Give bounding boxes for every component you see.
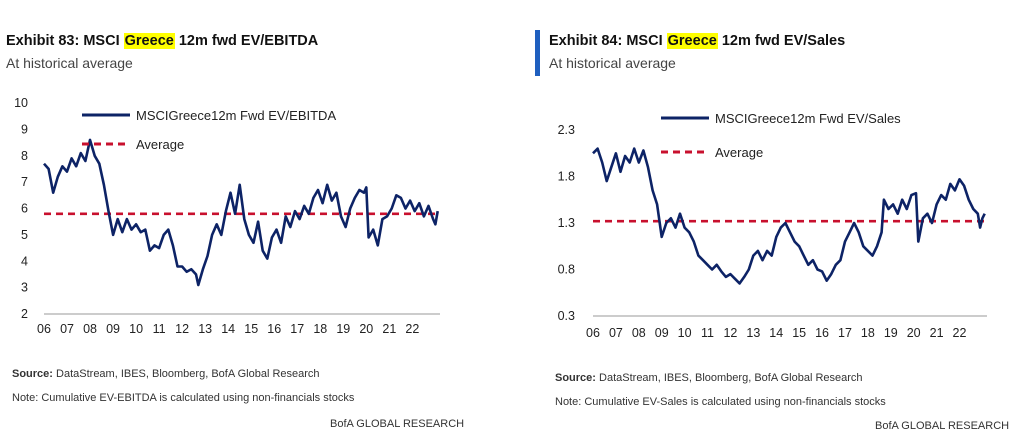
x-tick-label: 14 bbox=[221, 322, 235, 336]
x-tick-label: 21 bbox=[382, 322, 396, 336]
x-tick-label: 12 bbox=[175, 322, 189, 336]
legend-average-label: Average bbox=[136, 137, 184, 152]
x-tick-label: 12 bbox=[723, 326, 737, 340]
x-tick-label: 17 bbox=[290, 322, 304, 336]
legend-series-label: MSCIGreece12m Fwd EV/Sales bbox=[715, 111, 901, 126]
title-highlight: Greece bbox=[123, 33, 175, 49]
x-tick-label: 16 bbox=[815, 326, 829, 340]
x-tick-label: 10 bbox=[129, 322, 143, 336]
x-tick-label: 19 bbox=[884, 326, 898, 340]
y-tick-label: 6 bbox=[21, 202, 28, 216]
x-tick-label: 09 bbox=[655, 326, 669, 340]
x-tick-label: 14 bbox=[769, 326, 783, 340]
legend-average-label: Average bbox=[715, 145, 763, 160]
legend-series-label: MSCIGreece12m Fwd EV/EBITDA bbox=[136, 108, 336, 123]
exhibit-84-brand: BofA GLOBAL RESEARCH bbox=[875, 420, 1010, 432]
exhibit-84-panel: Exhibit 84: MSCI Greece 12m fwd EV/Sales… bbox=[535, 0, 1021, 435]
x-tick-label: 08 bbox=[83, 322, 97, 336]
y-tick-label: 2 bbox=[21, 307, 28, 321]
x-tick-label: 08 bbox=[632, 326, 646, 340]
source-label: Source: bbox=[555, 372, 596, 384]
x-tick-label: 22 bbox=[953, 326, 967, 340]
y-tick-label: 5 bbox=[21, 228, 28, 242]
x-tick-label: 06 bbox=[586, 326, 600, 340]
x-tick-label: 17 bbox=[838, 326, 852, 340]
title-prefix: Exhibit 83: MSCI bbox=[6, 33, 124, 49]
x-tick-label: 15 bbox=[792, 326, 806, 340]
x-tick-label: 06 bbox=[37, 322, 51, 336]
title-suffix: 12m fwd EV/Sales bbox=[717, 33, 846, 49]
series-line bbox=[43, 138, 439, 287]
x-tick-label: 07 bbox=[60, 322, 74, 336]
x-tick-label: 13 bbox=[746, 326, 760, 340]
x-tick-label: 07 bbox=[609, 326, 623, 340]
x-tick-label: 18 bbox=[861, 326, 875, 340]
y-tick-label: 1.8 bbox=[558, 170, 575, 184]
x-tick-label: 11 bbox=[153, 322, 166, 336]
y-tick-label: 0.3 bbox=[558, 309, 575, 323]
exhibit-83-brand: BofA GLOBAL RESEARCH bbox=[330, 418, 465, 430]
x-tick-label: 20 bbox=[359, 322, 373, 336]
source-text: DataStream, IBES, Bloomberg, BofA Global… bbox=[52, 368, 320, 380]
title-highlight: Greece bbox=[666, 33, 718, 49]
x-tick-label: 21 bbox=[930, 326, 944, 340]
exhibit-accent-bar bbox=[535, 30, 540, 76]
title-prefix: Exhibit 84: MSCI bbox=[549, 33, 667, 49]
x-tick-label: 15 bbox=[244, 322, 258, 336]
y-tick-label: 1.3 bbox=[558, 216, 575, 230]
y-tick-label: 3 bbox=[21, 281, 28, 295]
y-tick-label: 8 bbox=[21, 149, 28, 163]
x-tick-label: 10 bbox=[678, 326, 692, 340]
exhibit-84-source: Source: DataStream, IBES, Bloomberg, Bof… bbox=[555, 372, 863, 384]
exhibit-84-note: Note: Cumulative EV-Sales is calculated … bbox=[555, 396, 886, 408]
title-suffix: 12m fwd EV/EBITDA bbox=[174, 33, 319, 49]
exhibit-84-subtitle: At historical average bbox=[549, 55, 676, 71]
exhibit-83-note: Note: Cumulative EV-EBITDA is calculated… bbox=[12, 392, 355, 404]
y-tick-label: 7 bbox=[21, 175, 28, 189]
series-line bbox=[592, 147, 986, 285]
exhibit-83-subtitle: At historical average bbox=[6, 55, 133, 71]
y-tick-label: 10 bbox=[14, 96, 28, 110]
x-tick-label: 20 bbox=[907, 326, 921, 340]
y-tick-label: 0.8 bbox=[558, 263, 575, 277]
y-tick-label: 4 bbox=[21, 254, 28, 268]
y-tick-label: 9 bbox=[21, 122, 28, 136]
x-tick-label: 19 bbox=[336, 322, 350, 336]
x-tick-label: 09 bbox=[106, 322, 120, 336]
y-tick-label: 2.3 bbox=[558, 123, 575, 137]
x-tick-label: 16 bbox=[267, 322, 281, 336]
ev-ebitda-chart: 2 3 4 5 6 7 8 9 10 06 07 08 09 10 11 12 13 14 15 16 17 18 19 20… bbox=[14, 96, 440, 336]
exhibit-83-panel: Exhibit 83: MSCI Greece 12m fwd EV/EBITD… bbox=[0, 0, 505, 435]
source-label: Source: bbox=[12, 368, 53, 380]
x-tick-label: 18 bbox=[313, 322, 327, 336]
source-text: DataStream, IBES, Bloomberg, BofA Global… bbox=[595, 372, 863, 384]
x-tick-label: 13 bbox=[198, 322, 212, 336]
exhibit-83-source: Source: DataStream, IBES, Bloomberg, Bof… bbox=[12, 368, 320, 380]
ev-sales-chart: 0.3 0.8 1.3 1.8 2.3 06 07 08 09 10 11 12 13 14 15 16 17 1… bbox=[558, 111, 987, 340]
x-tick-label: 22 bbox=[405, 322, 419, 336]
exhibit-84-title: Exhibit 84: MSCI Greece 12m fwd EV/Sales bbox=[549, 33, 845, 49]
exhibit-83-title: Exhibit 83: MSCI Greece 12m fwd EV/EBITD… bbox=[6, 33, 318, 49]
x-tick-label: 11 bbox=[701, 326, 714, 340]
